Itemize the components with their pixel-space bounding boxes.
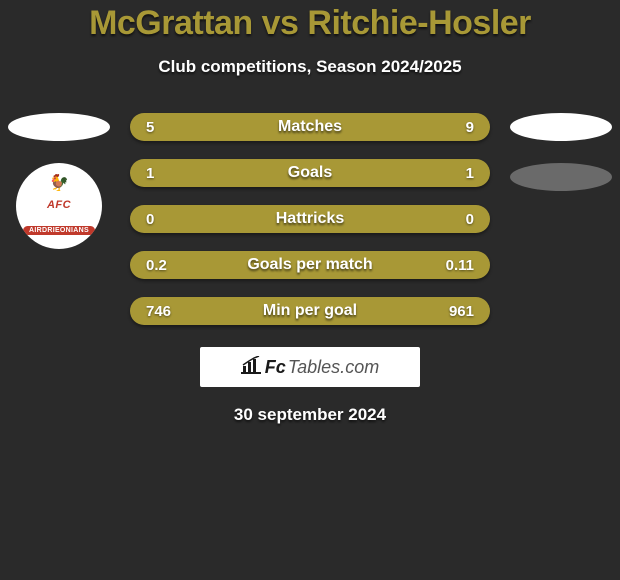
- date-label: 30 september 2024: [0, 405, 620, 425]
- stat-row: 1 Goals 1: [130, 159, 490, 187]
- stat-right-value: 0: [466, 211, 474, 228]
- stat-row: 746 Min per goal 961: [130, 297, 490, 325]
- stat-left-value: 1: [146, 165, 154, 182]
- season-subtitle: Club competitions, Season 2024/2025: [0, 57, 620, 77]
- page-title: McGrattan vs Ritchie-Hosler: [0, 4, 620, 43]
- stat-list: 5 Matches 9 1 Goals 1 0 Hattricks 0 0.2 …: [130, 113, 490, 325]
- brand-text-strong: Fc: [265, 357, 286, 378]
- player-left-thumb: [8, 113, 110, 141]
- stat-left-value: 5: [146, 119, 154, 136]
- stat-label: Hattricks: [130, 210, 490, 228]
- brand-text-light: Tables.com: [288, 357, 379, 378]
- player-right-thumb: [510, 113, 612, 141]
- brand-link[interactable]: Fc Tables.com: [200, 347, 420, 387]
- chart-icon: [241, 356, 261, 379]
- club-left-logo: 🐓 AFC AIRDRIEONIANS: [16, 163, 102, 249]
- stat-label: Min per goal: [130, 302, 490, 320]
- stat-label: Goals: [130, 164, 490, 182]
- stat-right-value: 0.11: [446, 257, 474, 274]
- stat-left-value: 746: [146, 303, 171, 320]
- stat-left-value: 0.2: [146, 257, 167, 274]
- stat-label: Matches: [130, 118, 490, 136]
- stat-label: Goals per match: [130, 256, 490, 274]
- club-right-thumb: [510, 163, 612, 191]
- stat-row: 5 Matches 9: [130, 113, 490, 141]
- stat-row: 0 Hattricks 0: [130, 205, 490, 233]
- stat-row: 0.2 Goals per match 0.11: [130, 251, 490, 279]
- stat-right-value: 1: [466, 165, 474, 182]
- rooster-icon: 🐓: [49, 176, 69, 192]
- club-abbrev: AFC: [47, 199, 71, 211]
- club-name-ribbon: AIRDRIEONIANS: [23, 226, 95, 235]
- stat-right-value: 961: [449, 303, 474, 320]
- stat-right-value: 9: [466, 119, 474, 136]
- stat-left-value: 0: [146, 211, 154, 228]
